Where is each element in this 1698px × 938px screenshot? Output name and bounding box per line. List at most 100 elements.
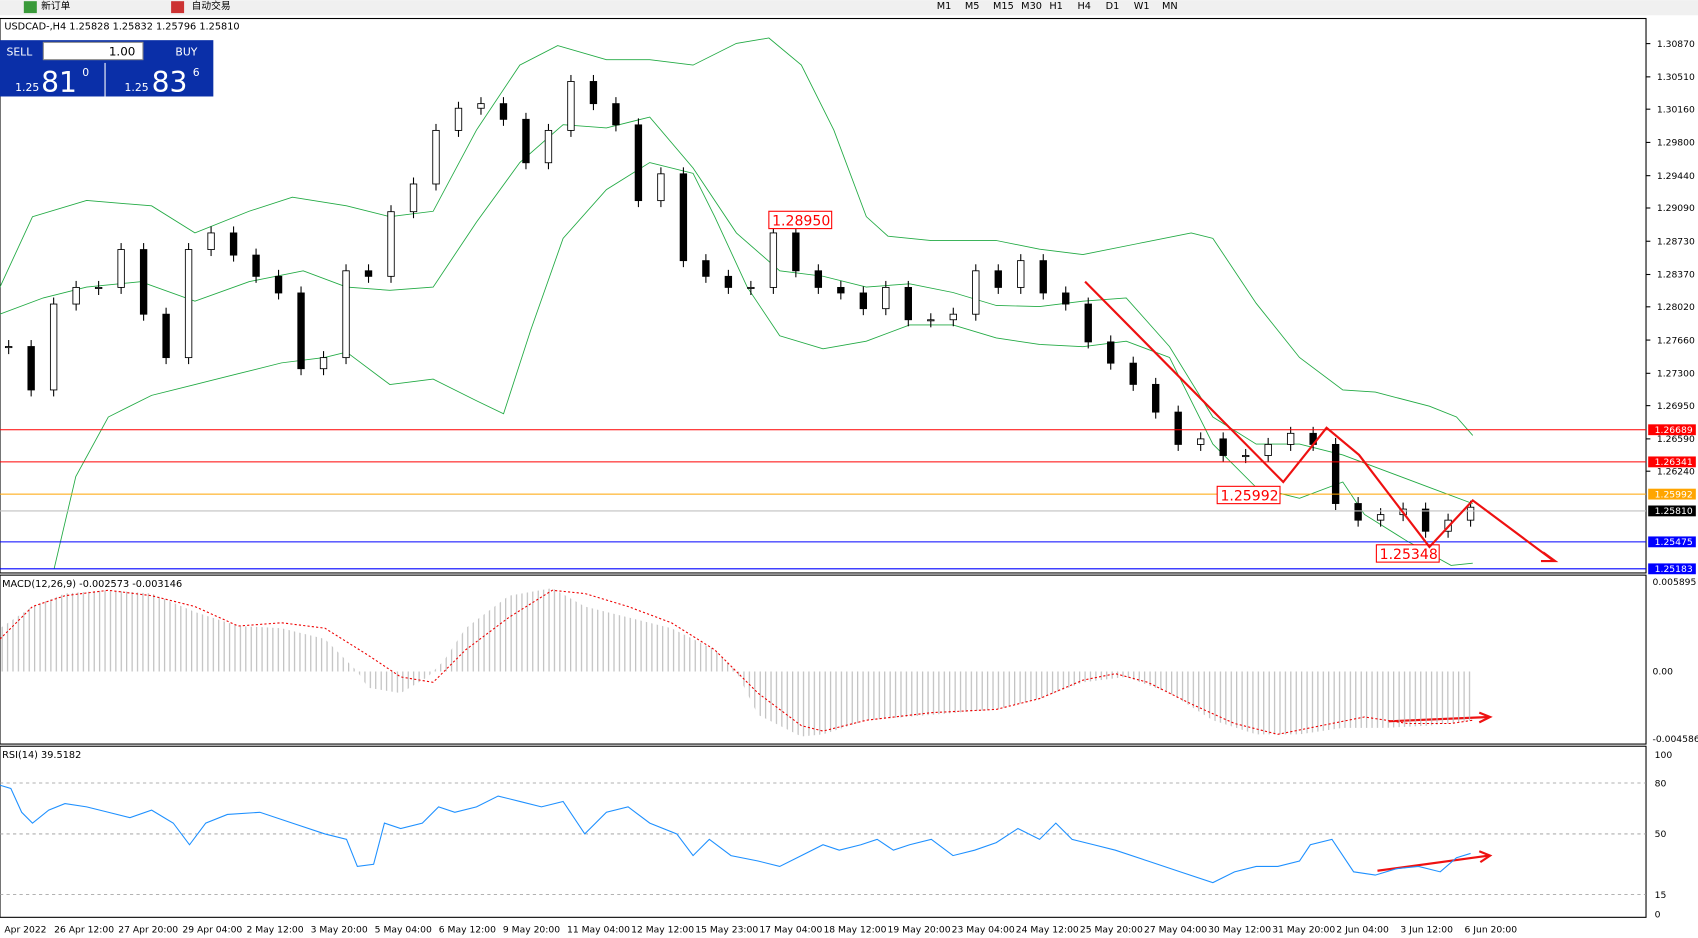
icon	[23, 1, 37, 14]
macd-axis: -0.004586	[1653, 734, 1698, 745]
candle	[657, 173, 665, 202]
annotation-box	[768, 210, 833, 230]
price-label: 1.26240	[1657, 466, 1695, 477]
level-tag	[1648, 488, 1696, 500]
lots[interactable]: 1.00	[109, 44, 136, 58]
candle	[702, 260, 710, 277]
candle	[927, 319, 935, 322]
time-label: 9 May 20:00	[503, 924, 560, 935]
price-label: 1.27300	[1657, 369, 1695, 380]
annotation-box	[1375, 544, 1440, 563]
candle	[72, 286, 80, 305]
candle	[522, 118, 530, 164]
buy-button[interactable]: BUY	[175, 45, 197, 58]
candle	[567, 81, 575, 131]
candle	[499, 103, 508, 120]
candle	[994, 270, 1002, 288]
timeframe[interactable]: M1	[937, 1, 952, 12]
time-label: 27 Apr 20:00	[118, 924, 178, 935]
time-label: 24 May 12:00	[1016, 924, 1079, 935]
bb-lower	[53, 162, 1473, 569]
price-label: 1.30160	[1657, 104, 1695, 115]
price-label: 1.29800	[1657, 138, 1695, 149]
annotation: 1.25992	[1220, 488, 1278, 504]
candle	[1354, 503, 1362, 521]
rsi-line	[0, 784, 1471, 884]
candle	[4, 346, 13, 349]
level-label: 1.26341	[1655, 457, 1693, 468]
lots-input[interactable]	[42, 41, 144, 61]
level-tag	[1648, 424, 1696, 436]
candle	[319, 357, 328, 370]
price-label: 1.30510	[1657, 72, 1695, 83]
timeframe[interactable]: MN	[1162, 1, 1178, 12]
candle	[1197, 438, 1205, 445]
candle	[949, 313, 957, 321]
price-label: 1.28020	[1657, 302, 1695, 313]
macd-axis: 0.00	[1653, 667, 1674, 678]
candle	[1174, 411, 1182, 445]
price-axis: 1.30870 1.30510 1.30160 1.29800 1.29440 1.290…	[1646, 39, 1695, 477]
level-label: 1.25475	[1655, 537, 1693, 548]
price-label: 1.30870	[1657, 39, 1695, 50]
bid-prefix: 1.25	[15, 81, 39, 94]
candle	[837, 286, 845, 294]
time-label: 23 May 04:00	[952, 924, 1015, 935]
time-label: 31 May 20:00	[1272, 924, 1335, 935]
price-label: 1.29440	[1657, 171, 1695, 182]
level-label: 1.25992	[1655, 489, 1693, 500]
timeframe[interactable]: W1	[1134, 1, 1150, 12]
candle	[1241, 455, 1250, 458]
timeframe[interactable]: H4	[1077, 1, 1091, 12]
candle	[859, 292, 868, 310]
candle	[882, 286, 890, 310]
time-label: 12 May 12:00	[631, 924, 694, 935]
timeframe[interactable]: D1	[1106, 1, 1120, 12]
candle	[544, 129, 553, 164]
time-label: 18 May 12:00	[823, 924, 886, 935]
price-label: 1.27660	[1657, 335, 1695, 346]
chart-header: USDCAD-,H4 1.25828 1.25832 1.25796 1.258…	[4, 21, 239, 32]
rsi-axis: 50	[1655, 829, 1667, 840]
new-order[interactable]: 新订单	[41, 0, 70, 12]
candle	[679, 173, 688, 262]
time-label: 2 Jun 04:00	[1336, 924, 1389, 935]
candle	[274, 275, 283, 294]
level-tag	[1648, 456, 1696, 468]
candle	[229, 232, 238, 256]
timeframe[interactable]: M30	[1021, 1, 1042, 12]
timeframe[interactable]: M15	[993, 1, 1014, 12]
time-label: 6 May 12:00	[439, 924, 496, 935]
time-label: 3 May 20:00	[311, 924, 368, 935]
candle	[409, 183, 418, 213]
candle	[1421, 508, 1430, 532]
toolbar	[0, 0, 1698, 16]
bid-main: 81	[41, 66, 77, 99]
level-tag	[1648, 536, 1696, 548]
candle	[1286, 432, 1295, 445]
price-label: 1.28370	[1657, 270, 1695, 281]
level-tag	[1648, 563, 1696, 575]
candle	[1152, 383, 1160, 413]
rsi-axis: 100	[1655, 750, 1673, 761]
time-label: 2 May 12:00	[246, 924, 303, 935]
candle	[1107, 341, 1115, 364]
candle	[387, 211, 395, 277]
candle	[1466, 506, 1475, 521]
sell-button[interactable]: SELL	[6, 45, 32, 58]
candle	[769, 232, 778, 288]
candle	[634, 124, 643, 202]
auto-trading[interactable]: 自动交易	[192, 0, 231, 12]
annotation: 1.28950	[772, 213, 830, 229]
rsi-label: RSI(14) 39.5182	[2, 750, 81, 761]
rsi-pane	[0, 745, 1647, 918]
candle	[117, 249, 125, 288]
timeframe[interactable]: H1	[1049, 1, 1063, 12]
timeframe[interactable]: M5	[965, 1, 980, 12]
rsi-levels	[0, 782, 1647, 895]
annotation: 1.25348	[1380, 547, 1438, 563]
candle	[162, 313, 170, 359]
time-label: 27 May 04:00	[1144, 924, 1207, 935]
